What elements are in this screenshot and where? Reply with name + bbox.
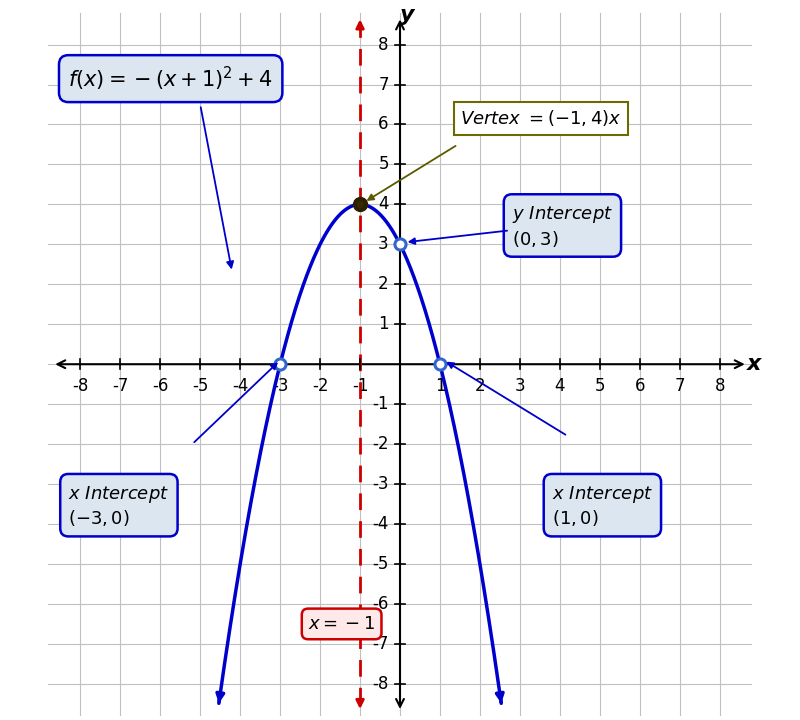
Text: -8: -8	[72, 377, 89, 395]
Text: -5: -5	[192, 377, 209, 395]
Text: 7: 7	[378, 76, 389, 94]
Text: 1: 1	[378, 315, 389, 333]
Text: $x$ Intercept
$( 1 , 0 )$: $x$ Intercept $( 1 , 0 )$	[552, 484, 653, 528]
Text: $x = -1$: $x = -1$	[308, 615, 375, 633]
Text: y: y	[400, 4, 414, 24]
Text: -1: -1	[352, 377, 368, 395]
Text: -7: -7	[112, 377, 129, 395]
Text: 4: 4	[554, 377, 565, 395]
Text: 8: 8	[714, 377, 725, 395]
Text: 7: 7	[674, 377, 685, 395]
Text: 5: 5	[594, 377, 605, 395]
Text: -5: -5	[373, 555, 389, 573]
Text: 2: 2	[474, 377, 486, 395]
Text: 3: 3	[378, 235, 389, 253]
Text: $f(x) = -(x+1)^2 + 4$: $f(x) = -(x+1)^2 + 4$	[68, 65, 273, 93]
Text: -6: -6	[373, 595, 389, 613]
Text: -2: -2	[372, 435, 389, 453]
Text: 8: 8	[378, 35, 389, 53]
Text: 2: 2	[378, 275, 389, 293]
Text: Vertex $= (-1, 4)x$: Vertex $= (-1, 4)x$	[460, 109, 622, 128]
Text: -8: -8	[373, 675, 389, 693]
Text: 3: 3	[514, 377, 525, 395]
Text: -3: -3	[272, 377, 288, 395]
Text: x: x	[746, 354, 761, 374]
Text: -6: -6	[152, 377, 169, 395]
Text: -4: -4	[373, 515, 389, 533]
Text: $y$ Intercept
$( 0 , 3 )$: $y$ Intercept $( 0 , 3 )$	[512, 204, 613, 248]
Text: -4: -4	[232, 377, 248, 395]
Text: 5: 5	[378, 156, 389, 174]
Text: 6: 6	[378, 115, 389, 133]
Text: -7: -7	[373, 635, 389, 653]
Text: -3: -3	[372, 475, 389, 493]
Text: 6: 6	[634, 377, 645, 395]
Text: $x$ Intercept
$( -3 , 0 )$: $x$ Intercept $( -3 , 0 )$	[68, 484, 170, 528]
Text: 4: 4	[378, 195, 389, 213]
Text: -1: -1	[372, 395, 389, 413]
Text: -2: -2	[312, 377, 328, 395]
Text: 1: 1	[434, 377, 446, 395]
